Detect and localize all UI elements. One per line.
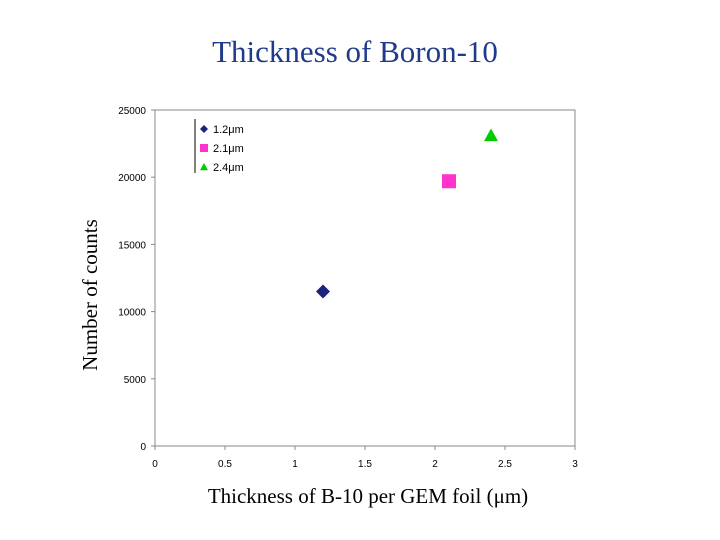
- y-tick-label: 25000: [118, 106, 146, 117]
- data-point-diamond: [316, 284, 330, 299]
- plot-area: [154, 109, 576, 447]
- y-tick-label: 10000: [118, 308, 146, 319]
- x-tick-label: 1.5: [358, 459, 372, 470]
- legend-marker-diamond: [200, 125, 208, 133]
- x-tick-label: 1: [292, 459, 298, 470]
- data-point-triangle: [484, 128, 498, 142]
- x-tick-label: 0: [152, 459, 158, 470]
- legend-marker-triangle: [200, 163, 208, 171]
- y-tick-label: 15000: [118, 240, 146, 251]
- x-axis-ticks: 0 0.5 1 1.5 2 2.5 3: [152, 446, 578, 470]
- data-point-square: [442, 174, 456, 189]
- legend-marker-square: [200, 144, 208, 152]
- legend-label: 1.2μm: [213, 124, 244, 136]
- x-axis-label: Thickness of B-10 per GEM foil (μm): [208, 484, 528, 508]
- x-tick-label: 2.5: [498, 459, 512, 470]
- data-points: [316, 128, 498, 299]
- y-tick-label: 20000: [118, 173, 146, 184]
- y-axis-ticks: 0 5000 10000 15000 20000 25000: [118, 106, 155, 453]
- x-tick-label: 3: [572, 459, 578, 470]
- y-axis-label: Number of counts: [78, 219, 102, 371]
- legend-label: 2.1μm: [213, 143, 244, 155]
- y-tick-label: 0: [140, 442, 146, 453]
- x-tick-label: 0.5: [218, 459, 232, 470]
- x-tick-label: 2: [432, 459, 438, 470]
- chart-title: Thickness of Boron-10: [212, 34, 498, 69]
- y-tick-label: 5000: [124, 375, 147, 386]
- legend: 1.2μm 2.1μm 2.4μm: [194, 119, 244, 174]
- legend-label: 2.4μm: [213, 162, 244, 174]
